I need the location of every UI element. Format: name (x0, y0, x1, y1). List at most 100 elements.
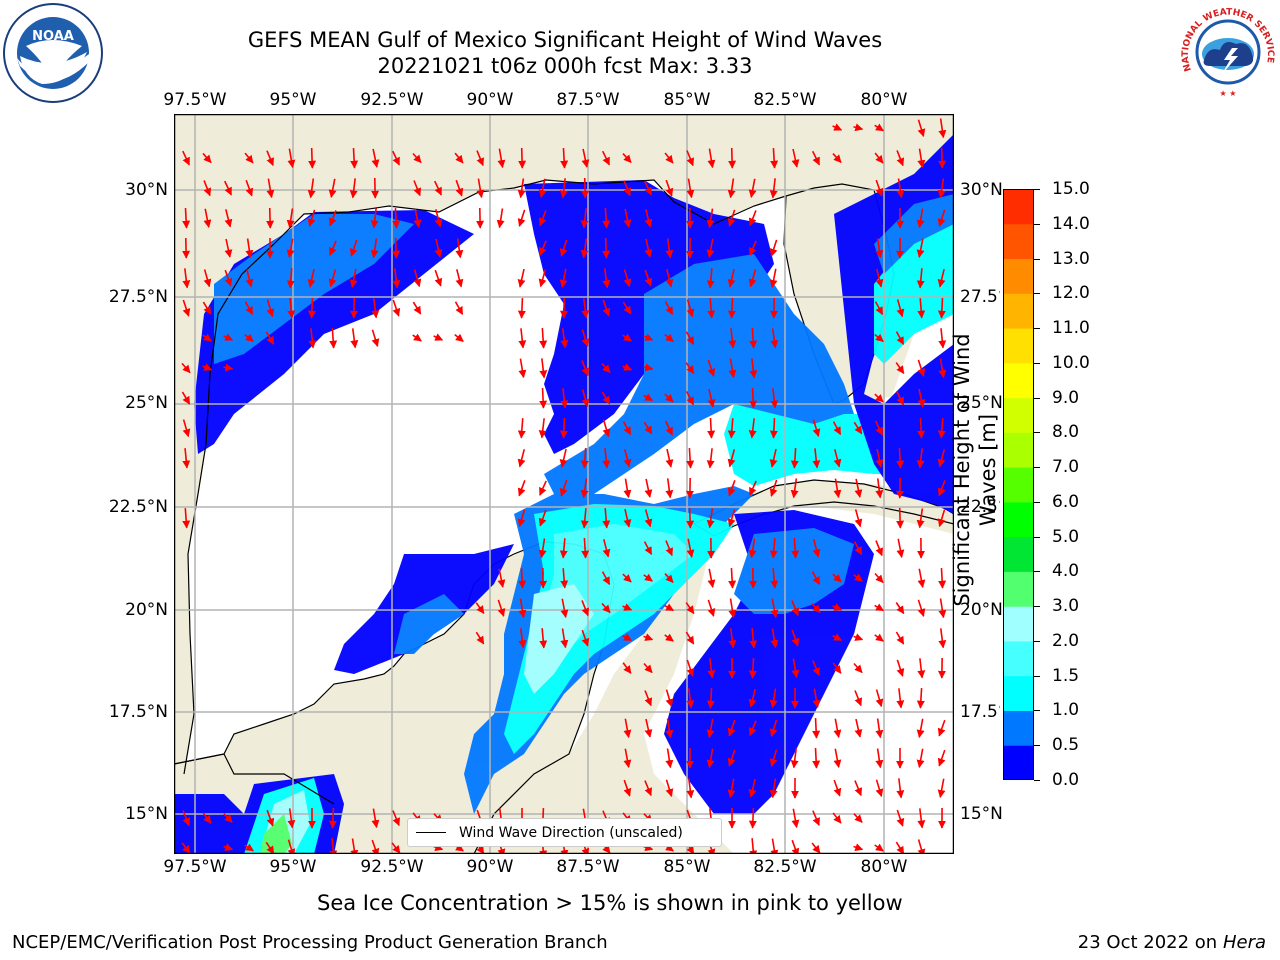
wave-direction-arrow (769, 538, 778, 559)
colorbar-segment (1003, 189, 1034, 225)
lon-label-bottom: 92.5°W (360, 857, 424, 877)
colorbar-tick-label: 5.0 (1052, 526, 1080, 547)
colorbar-tick (1034, 397, 1040, 399)
wave-direction-arrow (328, 178, 337, 198)
wave-direction-arrow (811, 571, 821, 585)
wave-direction-arrow (748, 689, 757, 708)
wave-direction-arrow (623, 478, 632, 499)
footer-left: NCEP/EMC/Verification Post Processing Pr… (12, 932, 608, 953)
colorbar-tick-label: 1.5 (1052, 665, 1080, 686)
wave-direction-arrow (643, 633, 654, 641)
wave-direction-arrow (517, 209, 526, 227)
wave-direction-arrow (895, 331, 905, 346)
wave-direction-arrow (580, 448, 589, 469)
wave-direction-arrow (770, 148, 779, 169)
wave-direction-arrow (916, 688, 925, 709)
wave-direction-arrow (833, 779, 842, 797)
wave-direction-arrow (937, 209, 946, 227)
wave-direction-arrow (182, 810, 191, 827)
wave-direction-arrow (370, 208, 379, 229)
lon-label-top: 87.5°W (556, 90, 620, 110)
wave-direction-arrow (665, 179, 674, 197)
wave-direction-arrow (917, 418, 926, 439)
wave-direction-arrow (811, 602, 821, 614)
wave-direction-arrow (707, 388, 716, 408)
lat-label-right: 30°N (960, 180, 1003, 200)
wave-direction-arrow (286, 208, 295, 229)
wave-direction-arrow (875, 269, 884, 288)
wave-direction-arrow (602, 539, 611, 558)
wave-direction-arrow (728, 598, 737, 619)
map-legend: Wind Wave Direction (unscaled) (407, 818, 722, 847)
wave-direction-arrow (727, 268, 736, 288)
wave-direction-arrow (245, 269, 254, 288)
wave-direction-arrow (329, 240, 337, 256)
colorbar-segment (1003, 640, 1034, 677)
wave-direction-arrow (728, 628, 737, 649)
colorbar-tick (1034, 536, 1040, 538)
wave-direction-arrow (391, 842, 401, 854)
wave-direction-arrow (181, 842, 191, 854)
wave-direction-arrow (623, 718, 632, 739)
colorbar-tick-label: 3.0 (1052, 596, 1080, 617)
wave-direction-arrow (791, 629, 800, 647)
plot-title-line2: 20221021 t06z 000h fcst Max: 3.33 (377, 54, 753, 78)
lon-label-top: 90°W (466, 90, 514, 110)
wave-direction-arrow (559, 178, 568, 199)
wave-direction-arrow (223, 363, 234, 372)
colorbar-tick (1034, 362, 1040, 364)
wave-direction-arrow (371, 298, 380, 319)
wave-direction-arrow (727, 719, 736, 737)
wave-direction-arrow (665, 718, 674, 739)
wave-direction-arrow (937, 178, 946, 199)
wave-direction-arrow (937, 509, 946, 528)
wave-direction-arrow (623, 748, 632, 769)
footer-right: 23 Oct 2022 on Hera (1078, 932, 1266, 953)
colorbar-title: Significant Height of Wind Waves [m] (950, 333, 1000, 607)
lat-label-right: 17.5°N (960, 702, 1000, 722)
wave-direction-arrow (308, 148, 317, 169)
wave-direction-arrow (644, 478, 653, 498)
wave-direction-arrow (875, 540, 884, 557)
wave-direction-arrow (266, 299, 275, 318)
wave-direction-arrow (581, 329, 590, 347)
wave-direction-arrow (643, 573, 653, 582)
wave-direction-arrow (791, 148, 800, 168)
lat-label-right: 25°N (960, 393, 1003, 413)
wave-direction-arrow (770, 568, 779, 589)
colorbar-tick-label: 11.0 (1052, 318, 1090, 339)
wave-direction-arrow (874, 633, 884, 642)
lon-label-bottom: 85°W (663, 857, 711, 877)
wave-direction-arrow (791, 658, 800, 679)
wave-direction-arrow (664, 152, 674, 164)
wave-direction-arrow (896, 150, 905, 167)
lon-label-top: 97.5°W (163, 90, 227, 110)
colorbar-segment (1003, 745, 1034, 781)
colorbar-tick-label: 15.0 (1052, 179, 1090, 199)
wave-direction-arrow (518, 358, 527, 379)
wave-direction-arrow (224, 238, 233, 258)
colorbar-tick-label: 12.0 (1052, 283, 1090, 304)
wave-direction-arrow (622, 633, 633, 642)
wave-direction-arrow (896, 538, 905, 558)
wave-direction-arrow (307, 268, 316, 288)
colorbar-tick-label: 14.0 (1052, 213, 1090, 234)
wave-direction-arrow (602, 208, 611, 229)
colorbar-segment (1003, 258, 1034, 294)
colorbar-tick (1034, 467, 1040, 469)
colorbar-tick-label: 10.0 (1052, 352, 1090, 373)
map-frame (173, 113, 955, 855)
wave-direction-arrow (811, 842, 821, 854)
wave-direction-arrow (853, 573, 863, 582)
wave-direction-arrow (896, 299, 905, 318)
wave-direction-arrow (685, 362, 695, 374)
map-svg (173, 113, 955, 859)
colorbar-tick (1034, 606, 1040, 608)
wave-direction-arrow (560, 328, 569, 349)
wave-direction-arrow (581, 538, 590, 559)
wave-direction-arrow (706, 448, 715, 469)
wave-direction-arrow (602, 419, 611, 438)
wave-direction-arrow (622, 333, 632, 342)
wave-direction-arrow (938, 118, 947, 139)
wave-direction-arrow (371, 148, 380, 168)
